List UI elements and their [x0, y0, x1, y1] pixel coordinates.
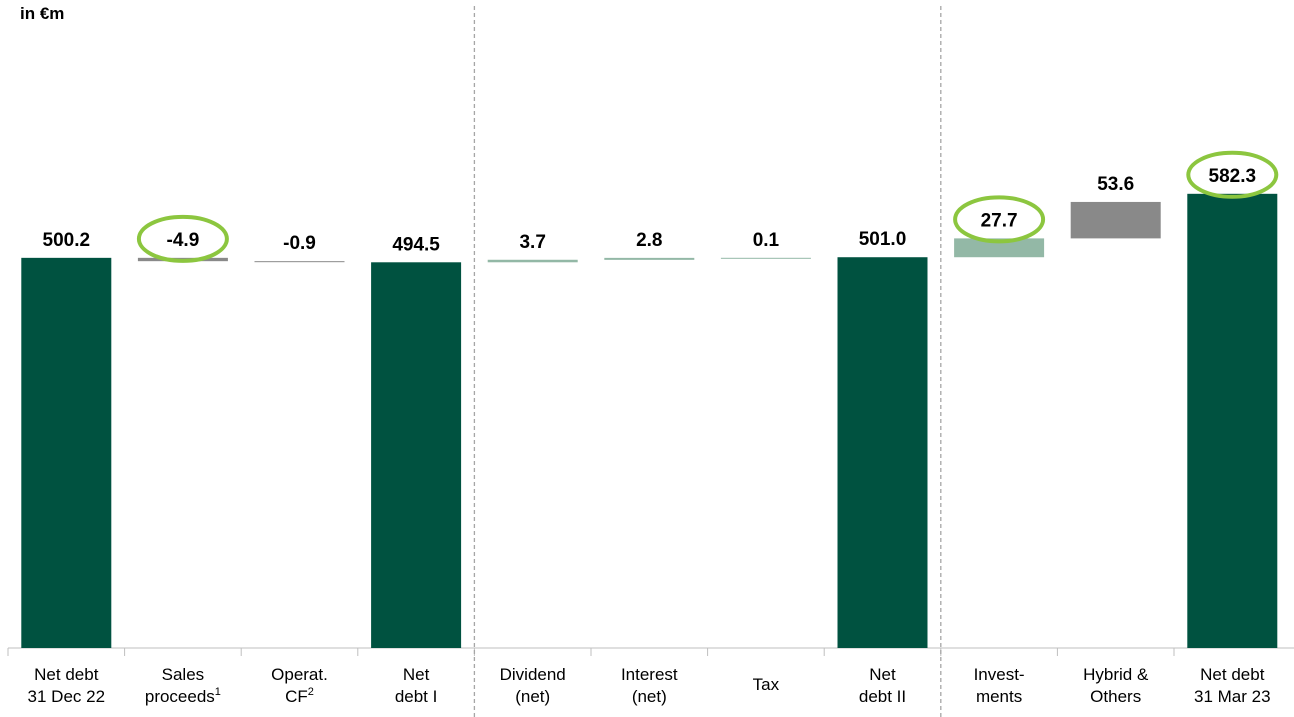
bar	[604, 257, 695, 260]
category-label: ments	[976, 687, 1022, 706]
data-label: 27.7	[981, 210, 1018, 231]
bar	[1187, 193, 1278, 648]
highlight-circle	[1186, 150, 1279, 199]
data-label: 2.8	[636, 230, 662, 251]
bar	[21, 257, 112, 648]
category-label: proceeds1	[145, 686, 221, 706]
category-label: Operat.	[271, 665, 328, 684]
category-label: Hybrid &	[1083, 665, 1149, 684]
data-label: 494.5	[392, 234, 440, 255]
data-label: -4.9	[167, 230, 200, 251]
category-label: Tax	[753, 675, 780, 694]
data-label: 3.7	[519, 232, 545, 253]
data-label: -0.9	[283, 233, 316, 254]
category-label: 31 Mar 23	[1194, 687, 1271, 706]
bar	[487, 259, 578, 263]
bar	[954, 238, 1045, 258]
bar	[254, 261, 345, 263]
category-label: Net	[403, 665, 430, 684]
highlight-circle	[136, 214, 229, 263]
bar	[720, 257, 811, 259]
category-label: Dividend	[500, 665, 566, 684]
category-label: debt I	[395, 687, 438, 706]
category-label: Sales	[162, 665, 205, 684]
category-label: debt II	[859, 687, 906, 706]
unit-label: in €m	[20, 4, 65, 23]
bar	[1070, 201, 1161, 239]
data-label: 500.2	[43, 230, 91, 251]
category-label: (net)	[632, 687, 667, 706]
category-label: Net debt	[1200, 665, 1265, 684]
data-label: 501.0	[859, 229, 907, 250]
category-label: (net)	[515, 687, 550, 706]
bar	[837, 257, 928, 648]
data-label: 582.3	[1209, 166, 1257, 187]
bar	[371, 262, 462, 648]
category-label: Others	[1090, 687, 1141, 706]
category-label: Net debt	[34, 665, 99, 684]
category-label: Interest	[621, 665, 678, 684]
data-label: 53.6	[1097, 174, 1134, 195]
category-label: 31 Dec 22	[28, 687, 106, 706]
category-label: CF2	[285, 686, 314, 706]
category-label: Net	[869, 665, 896, 684]
highlight-circle	[953, 195, 1046, 244]
category-label: Invest-	[974, 665, 1025, 684]
data-label: 0.1	[753, 230, 780, 251]
